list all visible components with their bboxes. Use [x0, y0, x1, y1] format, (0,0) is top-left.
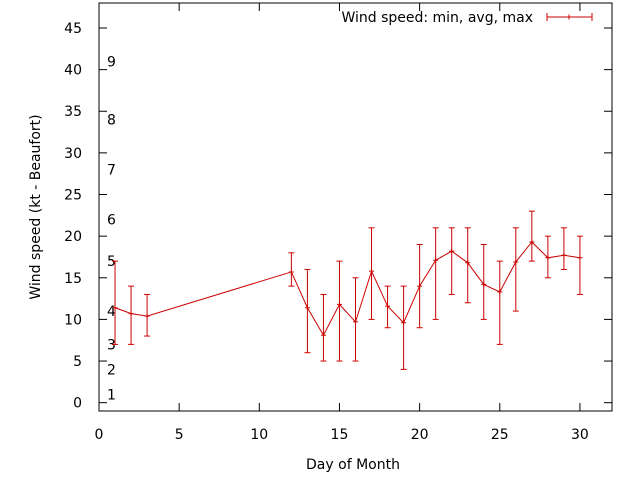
data-point — [128, 311, 134, 317]
x-tick-label: 5 — [175, 427, 184, 443]
beaufort-label: 4 — [107, 304, 116, 320]
x-tick-label: 0 — [95, 427, 104, 443]
x-tick-label: 20 — [411, 427, 429, 443]
beaufort-label: 8 — [107, 113, 116, 129]
data-point — [385, 303, 391, 309]
y-tick-label: 15 — [64, 271, 82, 287]
beaufort-label: 1 — [107, 387, 116, 403]
data-point — [449, 248, 455, 254]
x-tick-label: 30 — [571, 427, 589, 443]
data-point — [112, 305, 118, 311]
y-tick-label: 0 — [73, 396, 82, 412]
data-point — [577, 255, 583, 261]
x-tick-label: 15 — [331, 427, 349, 443]
y-axis-label: Wind speed (kt - Beaufort) — [28, 114, 44, 299]
data-point — [561, 252, 567, 258]
data-point — [353, 319, 358, 325]
data-point — [545, 255, 551, 261]
data-point — [513, 259, 519, 265]
beaufort-label: 9 — [107, 54, 116, 70]
y-tick-label: 35 — [64, 104, 82, 120]
series-line — [114, 241, 581, 337]
data-point — [369, 268, 375, 274]
data-point — [401, 320, 407, 326]
data-point — [144, 313, 150, 319]
data-point — [336, 301, 342, 307]
data-point — [465, 260, 471, 266]
beaufort-label: 2 — [107, 362, 116, 378]
x-axis: 0 5 10 15 20 25 30 — [95, 3, 589, 443]
legend-point-marker — [566, 14, 572, 20]
legend-label: Wind speed: min, avg, max — [341, 10, 533, 26]
data-point — [529, 239, 535, 245]
legend: Wind speed: min, avg, max — [341, 10, 593, 26]
data-point — [433, 257, 439, 263]
data-point — [288, 269, 294, 275]
y-tick-label: 20 — [64, 229, 82, 245]
beaufort-label: 3 — [107, 337, 116, 353]
data-point — [481, 281, 487, 287]
x-tick-label: 25 — [491, 427, 509, 443]
beaufort-label: 6 — [107, 212, 116, 228]
data-point — [304, 305, 310, 311]
plot-frame — [98, 2, 613, 412]
y-tick-label: 25 — [64, 188, 82, 204]
data-point — [417, 283, 423, 289]
beaufort-label: 5 — [107, 254, 116, 270]
y-tick-label: 30 — [64, 146, 82, 162]
beaufort-labels: 1 2 3 4 5 6 7 8 9 — [107, 54, 116, 403]
series-group — [112, 210, 583, 370]
x-axis-label: Day of Month — [306, 457, 400, 473]
x-tick-label: 10 — [250, 427, 268, 443]
y-tick-label: 45 — [64, 21, 82, 37]
y-tick-label: 40 — [64, 63, 82, 79]
y-tick-label: 10 — [64, 312, 82, 328]
y-tick-label: 5 — [73, 354, 82, 370]
data-point — [320, 332, 326, 338]
beaufort-label: 7 — [107, 163, 116, 179]
data-point — [497, 289, 503, 295]
